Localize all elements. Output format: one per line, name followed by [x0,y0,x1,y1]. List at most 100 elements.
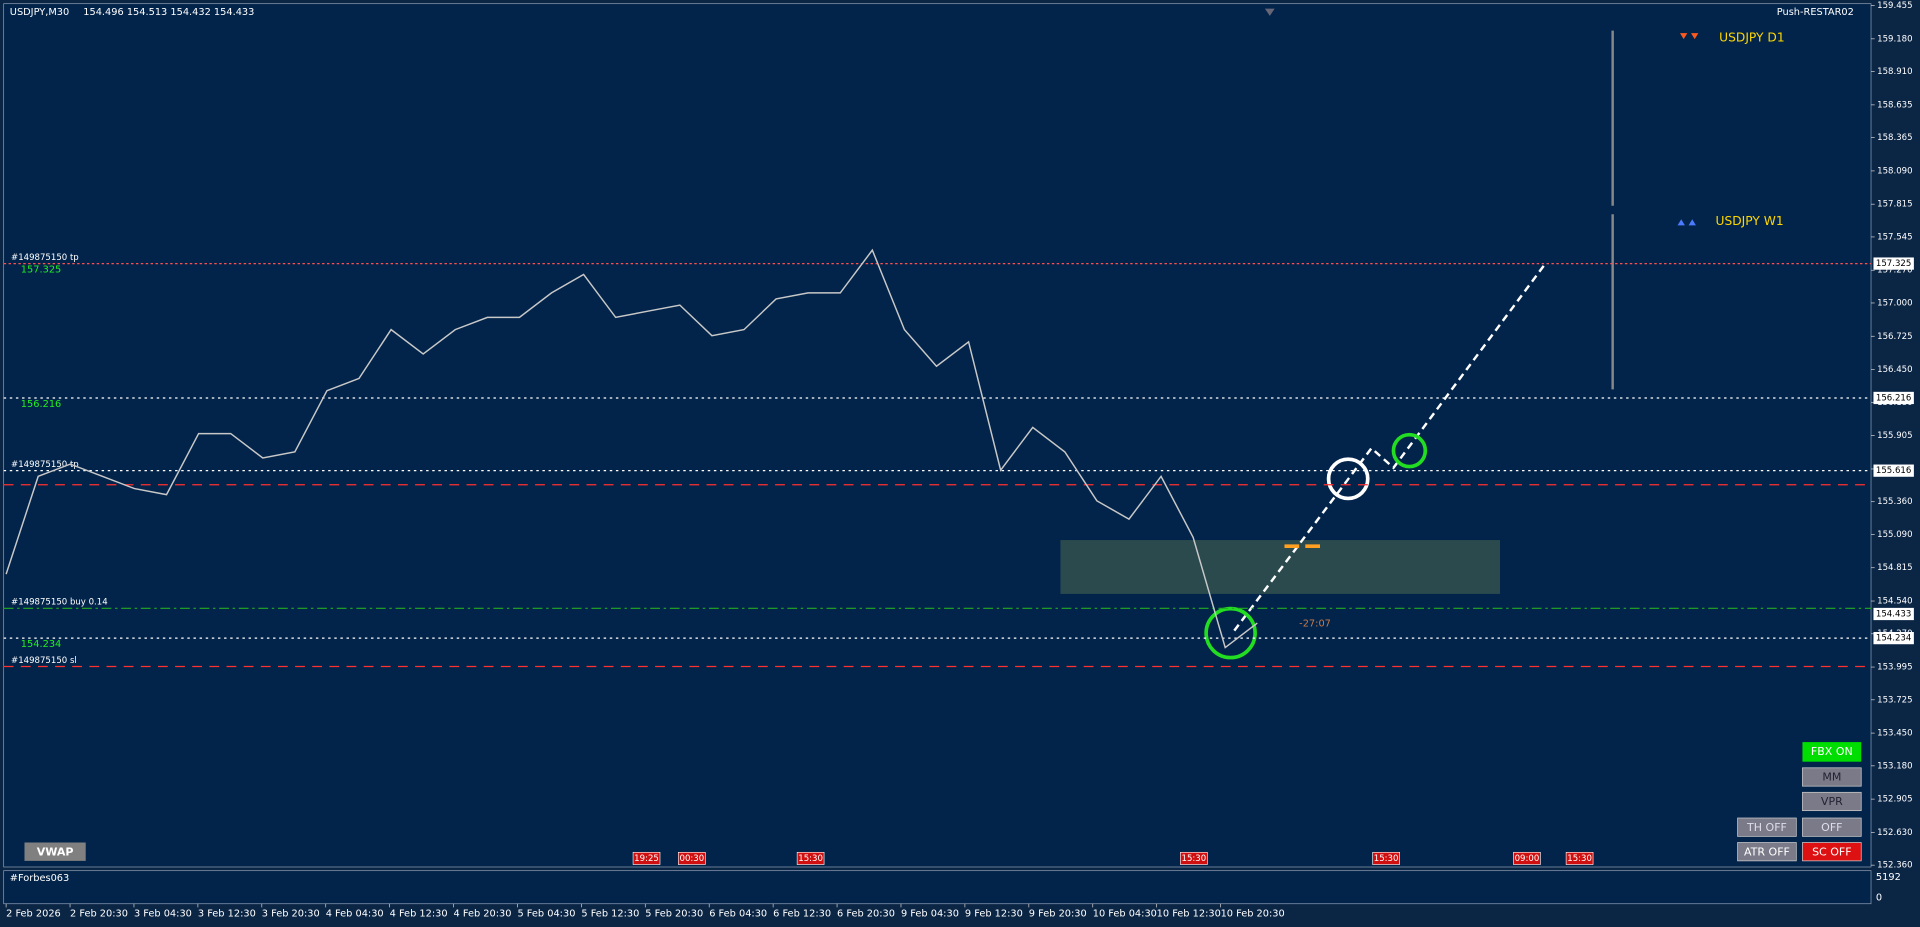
mini-title: USDJPY D1 [1719,30,1784,44]
session-marker [1565,851,1594,865]
circle [1204,606,1257,660]
x-tick-label: 3 Feb 12:30 [198,909,256,920]
level-price: 156.216 [21,399,61,410]
price-marker-label: 156.216 [1876,393,1911,403]
button[interactable] [1802,842,1862,862]
button-label[interactable]: FBX ON [1811,745,1853,758]
up-arrows [1677,219,1696,226]
button-label[interactable]: SC OFF [1812,845,1852,858]
price-marker [1873,631,1914,645]
y-tick-label: 153.450 [1877,729,1912,739]
projection [1204,261,1548,660]
button-label[interactable]: VWAP [37,845,74,858]
indicator-min: 0 [1876,893,1882,904]
session-marker [1180,851,1208,865]
price-line [5,248,1258,649]
y-tick-label: 153.725 [1877,695,1912,705]
session-label: 09:00 [1515,854,1540,864]
price-marker-label: 154.433 [1876,609,1911,619]
x-tick-label: 2 Feb 2026 [6,909,61,920]
button[interactable] [1802,742,1862,762]
button[interactable] [1737,842,1797,862]
indicator-name: #Forbes063 [10,873,69,884]
x-tick-label: 10 Feb 20:30 [1221,909,1285,920]
y-tick-label: 156.725 [1877,332,1912,342]
y-tick-label: 154.540 [1877,597,1912,607]
price-marker [1873,257,1914,270]
session-label: 19:25 [634,854,659,864]
session-marker [796,851,825,865]
button-label[interactable]: ATR OFF [1744,845,1790,858]
price-marker [1873,464,1914,477]
button-label[interactable]: OFF [1821,821,1842,834]
price-marker [1873,607,1914,621]
y-tick-label: 154.815 [1877,563,1912,573]
buttons: VWAP FBX ON MM VPR TH OFF OFF ATR OFF SC… [24,742,1862,862]
x-tick-label: 5 Feb 12:30 [581,909,639,920]
session-label: 15:30 [1182,854,1207,864]
level-price: 154.234 [21,639,61,650]
x-tick-label: 3 Feb 20:30 [262,909,320,920]
price-marker-label: 155.616 [1876,466,1911,476]
ohlc: 154.496 154.513 154.432 154.433 [83,7,254,18]
y-tick-label: 152.630 [1877,828,1912,838]
y-tick-label: 157.270 [1877,266,1912,276]
button-label[interactable]: VPR [1821,795,1843,808]
y-tick-label: 157.545 [1877,232,1912,242]
y-tick-label: 152.360 [1877,861,1912,871]
x-tick-label: 5 Feb 04:30 [517,909,575,920]
button-label[interactable]: TH OFF [1746,821,1787,834]
y-tick-label: 155.905 [1877,431,1912,441]
price-marker-label: 154.234 [1876,634,1911,644]
session-marker [1372,851,1400,865]
level-tag: #149875150 sl [11,656,77,666]
indicator-max: 5192 [1876,872,1901,883]
x-tick-label: 10 Feb 04:30 [1093,909,1157,920]
circle [1391,432,1428,469]
button[interactable] [1737,817,1797,837]
button[interactable] [1802,767,1862,787]
y-tick-label: 159.455 [1877,1,1912,11]
price-marker [1873,391,1914,405]
level-price: 157.325 [21,265,61,276]
zone [1060,540,1500,594]
x-tick-label: 2 Feb 20:30 [70,909,128,920]
level-tag: #149875150 buy 0.14 [11,598,108,608]
projection-path [1233,261,1548,632]
level-tag: #149875150 tp [11,460,79,470]
down-arrows [1680,33,1699,40]
session-marker [1513,851,1541,865]
button[interactable] [24,842,86,861]
x-tick-label: 6 Feb 20:30 [837,909,895,920]
x-tick-label: 3 Feb 04:30 [134,909,192,920]
y-tick-label: 158.635 [1877,100,1912,110]
button[interactable] [1802,791,1862,812]
button[interactable] [1802,817,1862,837]
x-tick-label: 6 Feb 04:30 [709,909,767,920]
y-tick-label: 157.815 [1877,200,1912,210]
session-label: 00:30 [679,854,704,864]
x-tick-label: 9 Feb 20:30 [1029,909,1087,920]
button-label[interactable]: MM [1822,771,1841,784]
x-tick-label: 9 Feb 04:30 [901,909,959,920]
mini-title: USDJPY W1 [1716,214,1784,228]
y-tick-label: 156.450 [1877,365,1912,375]
shift-marker [1264,8,1275,16]
y-tick-label: 157.000 [1877,298,1912,308]
indicator-panel [3,870,1872,905]
circle [1326,457,1370,501]
y-tick-label: 155.360 [1877,497,1912,507]
x-tick-label: 5 Feb 20:30 [645,909,703,920]
x-tick-label: 9 Feb 12:30 [965,909,1023,920]
y-tick-label: 152.905 [1877,795,1912,805]
y-tick-label: 158.365 [1877,133,1912,143]
session-marker [632,851,661,865]
session-label: 15:30 [1567,854,1592,864]
x-tick-label: 6 Feb 12:30 [773,909,831,920]
x-tick-label: 4 Feb 20:30 [454,909,512,920]
y-tick-label: 153.180 [1877,761,1912,771]
y-tick-label: 159.180 [1877,34,1912,44]
session-label: 15:30 [798,854,823,864]
